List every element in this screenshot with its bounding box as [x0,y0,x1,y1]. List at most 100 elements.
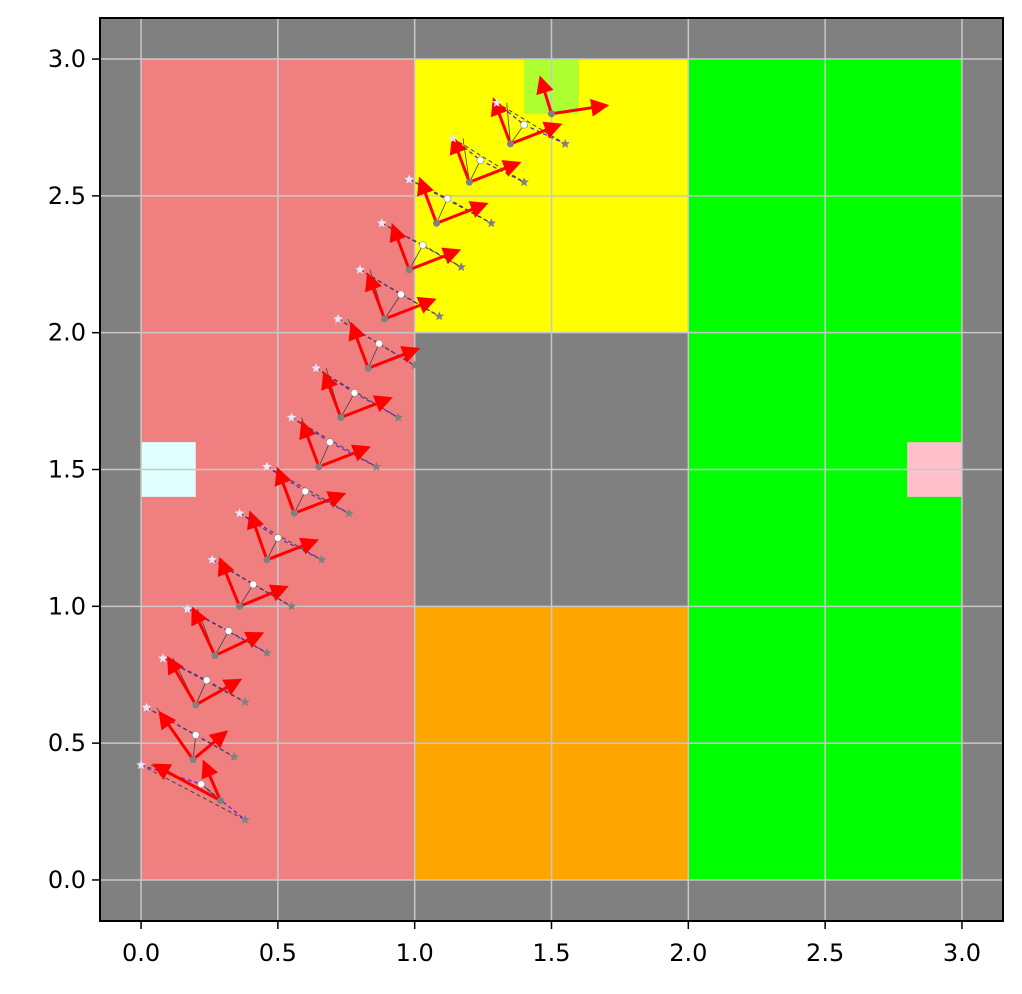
position-point [506,140,514,148]
trail-line [496,102,525,126]
velocity-arrow [192,730,229,761]
x-tick-label: 1.0 [396,939,434,967]
link-line [293,491,306,514]
gray-star [519,177,529,187]
velocity-arrow [408,247,462,272]
y-tick-label: 0.0 [48,866,86,894]
position-point [433,219,441,227]
position-point [189,756,197,764]
lavender-star [182,604,193,614]
gray-star [316,554,327,564]
gray-star [560,138,570,148]
y-axis-ticks: 0.0 0.5 1.0 1.5 2.0 2.5 3.0 [48,45,100,894]
gray-star [229,751,239,761]
y-tick-label: 1.5 [48,456,86,484]
position-point [315,463,323,471]
velocity-arrow [152,763,222,802]
link-line [469,160,481,183]
position-point [211,652,219,660]
gray-star [286,601,297,611]
white-point [224,627,233,635]
position-point [236,602,244,610]
y-tick-label: 1.0 [48,592,86,620]
direction-arrow [348,321,370,369]
x-tick-label: 2.5 [806,939,844,967]
link-line [436,198,448,224]
lavender-star [158,653,168,663]
gray-star [262,647,272,657]
x-tick-label: 0.5 [259,939,297,967]
gray-star [393,412,403,422]
white-point [419,241,427,249]
white-point [397,290,405,299]
lavender-star [448,133,458,143]
x-tick-label: 2.0 [669,939,707,967]
link-line [195,680,208,705]
link-line [510,124,525,145]
y-tick-label: 0.5 [48,729,86,757]
position-point [364,364,372,372]
white-point [326,438,334,446]
direction-arrow [389,223,411,271]
velocity-arrow [238,584,289,608]
velocity-arrow [340,395,393,419]
lavender-star [355,264,365,274]
link-line [367,343,380,369]
lavender-star [136,760,146,770]
velocity-arrow [436,201,489,225]
x-tick-label: 0.0 [122,939,160,967]
y-tick-label: 2.5 [48,182,86,210]
x-tick-label: 1.5 [532,939,570,967]
x-tick-label: 3.0 [943,939,981,967]
lavender-star [207,554,217,564]
direction-arrow [247,510,269,561]
link-line [214,630,229,656]
gray-star [456,262,466,272]
white-point [301,487,310,496]
lavender-star [141,702,152,712]
white-point [274,534,282,542]
position-point [337,414,345,422]
velocity-arrow [318,444,371,469]
white-point [476,156,485,165]
position-point [216,797,224,805]
lavender-star [234,508,245,518]
trail-line [354,392,399,419]
gray-star [409,360,420,370]
velocity-arrow [551,98,610,117]
position-point [381,315,389,323]
gray-star [371,461,382,471]
direction-arrow [416,176,438,224]
trail-line [447,198,492,224]
position-point [290,509,298,517]
direction-arrow [490,97,512,145]
link-line [340,392,355,418]
position-point [548,110,555,118]
trail-line [140,764,246,821]
velocity-arrow [195,678,243,707]
direction-arrow [299,420,321,468]
velocity-arrow [509,121,563,146]
white-point [191,731,200,739]
velocity-arrow [293,491,347,515]
direction-arrow [191,606,217,657]
velocity-arrow [468,160,522,184]
velocity-arrow [266,537,319,562]
lavender-star [311,363,321,373]
lavender-star [286,412,297,422]
gray-star [486,218,497,228]
plot-area [99,17,1004,922]
lavender-star [262,461,272,471]
position-point [465,178,473,186]
velocity-arrow [384,296,437,321]
white-point [249,580,258,589]
gray-star [434,311,445,321]
direction-arrow [321,370,343,419]
x-axis-ticks: 0.0 0.5 1.0 1.5 2.0 2.5 3.0 [122,921,981,967]
position-point [405,266,413,274]
gray-star [240,814,250,824]
gray-star [344,508,354,518]
link-line [384,294,402,320]
direction-arrow [536,75,554,115]
